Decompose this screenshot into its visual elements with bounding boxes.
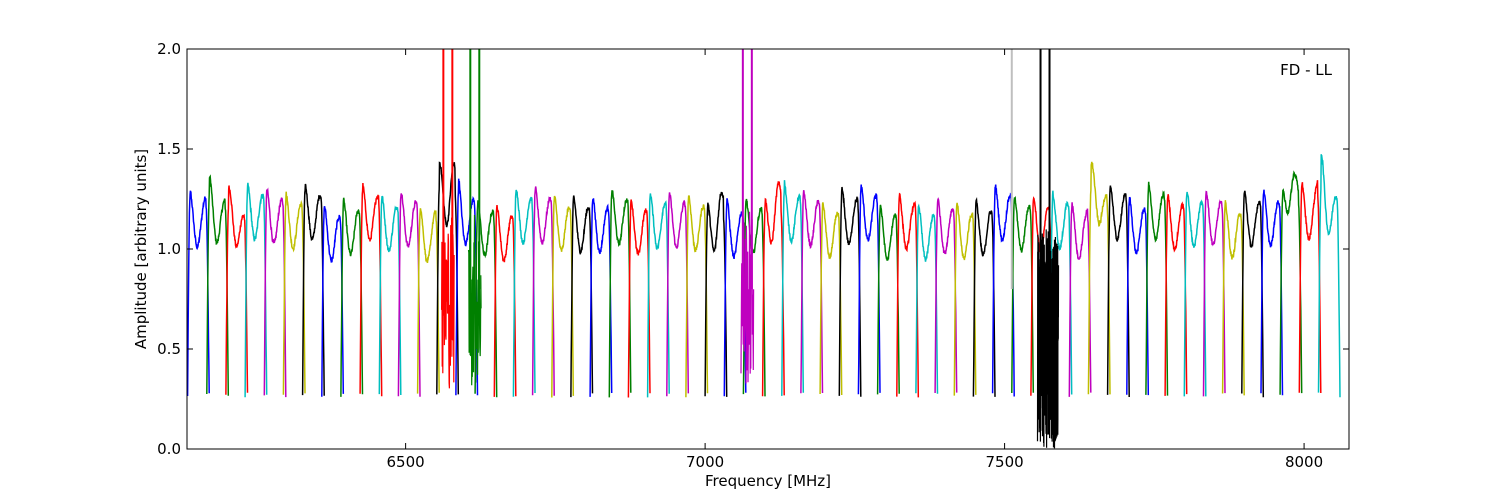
tick-layer: 6500 7000 7500 8000 0.0 0.5 1.0 1.5 2.0 <box>157 40 1349 471</box>
series-line <box>1087 161 1111 395</box>
series-line <box>1126 196 1150 396</box>
series-line <box>340 197 364 397</box>
series-line <box>1241 190 1265 398</box>
annotation: FD - LL <box>1280 61 1332 79</box>
series-line <box>187 190 210 397</box>
series-line <box>1202 190 1226 397</box>
x-tick-label: 6500 <box>387 453 425 471</box>
y-tick-label: 2.0 <box>157 40 181 58</box>
series-line <box>972 196 996 397</box>
noise-line <box>1036 229 1060 449</box>
y-tick-label: 0.0 <box>157 440 181 458</box>
x-tick-label: 7000 <box>686 453 724 471</box>
series-line <box>1221 200 1245 396</box>
dip-line <box>740 211 755 384</box>
series-line <box>244 182 268 398</box>
series-line <box>934 197 958 394</box>
series-line <box>1279 170 1303 395</box>
y-tick-label: 1.5 <box>157 140 181 158</box>
series-line <box>455 178 479 396</box>
series-line <box>1145 181 1169 396</box>
spike-layer <box>441 49 1060 449</box>
series-layer <box>187 154 1341 398</box>
series-line <box>206 174 230 396</box>
series-line <box>896 192 920 398</box>
series-line <box>263 187 287 398</box>
x-tick-label: 8000 <box>1285 453 1323 471</box>
series-line <box>646 193 670 398</box>
series-line <box>666 192 690 397</box>
series-line <box>608 190 632 398</box>
series-line <box>1260 189 1284 396</box>
dip-line <box>467 214 482 386</box>
y-tick-label: 0.5 <box>157 340 181 358</box>
series-line <box>953 202 977 396</box>
series-line <box>685 195 709 398</box>
x-axis-label: Frequency [MHz] <box>705 472 831 490</box>
series-line <box>915 203 939 394</box>
series-line <box>321 206 345 397</box>
series-line <box>1068 202 1092 397</box>
series-line <box>436 161 460 395</box>
series-line <box>1164 194 1188 396</box>
series-line <box>800 190 824 394</box>
series-line <box>819 202 843 396</box>
series-line <box>1049 190 1073 395</box>
y-tick-label: 1.0 <box>157 240 181 258</box>
series-line <box>282 191 306 395</box>
series-line <box>378 195 402 396</box>
series-line <box>742 198 766 397</box>
y-axis-label: Amplitude [arbitrary units] <box>132 149 150 349</box>
series-line <box>493 205 517 397</box>
series-line <box>627 199 651 398</box>
series-line <box>1011 195 1035 394</box>
series-line <box>761 181 785 397</box>
series-line <box>416 208 440 394</box>
series-line <box>704 191 728 397</box>
series-line <box>589 198 613 397</box>
series-line <box>531 186 555 396</box>
series-line <box>301 183 325 396</box>
series-line <box>397 193 421 397</box>
series-line <box>359 182 383 397</box>
series-line <box>857 184 881 395</box>
dip-line <box>441 217 455 389</box>
series-line <box>1106 185 1130 398</box>
x-tick-label: 7500 <box>985 453 1023 471</box>
series-line <box>991 184 1015 397</box>
series-line <box>781 180 805 396</box>
series-line <box>1317 154 1341 398</box>
series-line <box>1298 180 1322 394</box>
series-line <box>838 186 862 397</box>
series-line <box>1183 191 1207 397</box>
series-line <box>876 204 900 395</box>
series-line <box>551 195 575 398</box>
series-line <box>570 195 594 398</box>
series-line <box>225 185 249 395</box>
series-line <box>512 189 536 397</box>
